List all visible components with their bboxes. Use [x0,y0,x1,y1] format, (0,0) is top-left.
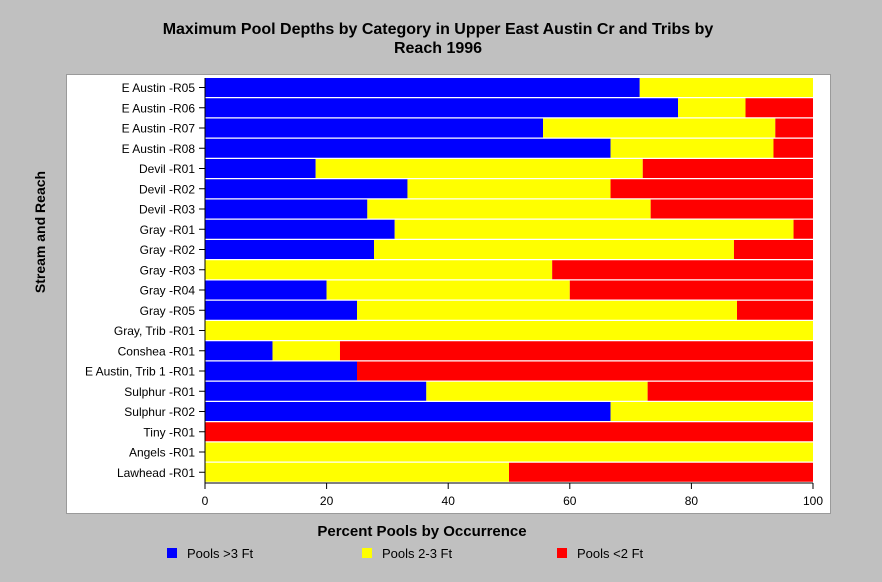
bar-segment-pools-2-3ft [407,179,611,199]
legend-item-pools-2-3ft: Pools 2-3 Ft [362,545,452,561]
x-tick-label: 40 [442,494,456,508]
bar-segment-pools-gt-3ft [205,78,640,97]
bar-segment-pools-gt-3ft [205,341,273,361]
y-tick-label: Gray -R04 [140,284,196,298]
bar-segment-pools-lt-2ft [775,118,813,138]
chart-title-line-1: Maximum Pool Depths by Category in Upper… [162,21,714,38]
bar-segment-pools-gt-3ft [205,118,544,138]
bar-segment-pools-gt-3ft [205,199,368,219]
x-tick-label: 60 [563,494,577,508]
bar-segment-pools-2-3ft [610,138,774,158]
y-tick-label: Gray -R02 [140,243,196,257]
bar-chart: E Austin -R05 E Austin -R06 E Austin -R07 E… [85,78,823,508]
y-tick-label: Gray -R01 [140,223,196,237]
y-tick-label: Lawhead -R01 [117,466,195,480]
bar-segment-pools-2-3ft [374,240,734,259]
bar-segment-pools-gt-3ft [205,98,679,118]
bar-segment-pools-lt-2ft [650,199,813,219]
y-tick-label: Sulphur -R01 [124,385,195,399]
bar-segment-pools-gt-3ft [205,240,375,259]
bar-segment-pools-lt-2ft [793,219,813,239]
legend-item-pools-lt-2ft: Pools <2 Ft [557,545,643,561]
legend-swatch-pools-2-3ft [362,548,372,558]
bar-segment-pools-2-3ft [205,462,509,482]
bar-segment-pools-2-3ft [639,78,813,97]
bar-segment-pools-lt-2ft [569,280,813,300]
bar-segment-pools-2-3ft [205,321,813,340]
bar-segment-pools-lt-2ft [745,98,813,118]
bar-segment-pools-2-3ft [394,219,794,239]
legend-label: Pools >3 Ft [187,545,254,561]
y-axis-label: Stream and Reach [32,170,48,294]
bar-segment-pools-2-3ft [678,98,746,118]
legend-swatch-pools-lt-2ft [557,548,567,558]
y-tick-label: Tiny -R01 [143,425,195,439]
bar-segment-pools-2-3ft [367,199,651,219]
bar-segment-pools-lt-2ft [610,179,813,199]
bar-segment-pools-gt-3ft [205,402,611,421]
bar-segment-pools-gt-3ft [205,361,357,381]
plot-panel: E Austin -R05 E Austin -R06 E Austin -R07 E… [66,74,831,514]
y-tick-label: E Austin -R06 [122,101,196,115]
bar-segment-pools-2-3ft [272,341,340,361]
bar-segment-pools-2-3ft [205,260,553,280]
y-tick-label: E Austin -R08 [122,142,196,156]
chart-title: Maximum Pool Depths by Category in Upper… [0,20,876,58]
y-tick-label: E Austin -R05 [122,81,196,95]
bar-segment-pools-lt-2ft [642,159,813,178]
y-tick-label: Devil -R02 [139,182,195,196]
x-tick-label: 100 [803,494,823,508]
bar-segment-pools-lt-2ft [552,260,813,280]
bar-segment-pools-lt-2ft [509,462,813,482]
x-tick-label: 80 [685,494,699,508]
bar-segment-pools-lt-2ft [737,300,813,320]
bar-segment-pools-lt-2ft [339,341,813,361]
legend-label: Pools <2 Ft [577,545,644,561]
bar-segment-pools-gt-3ft [205,280,327,300]
bar-segment-pools-lt-2ft [205,422,813,442]
x-tick-label: 20 [320,494,334,508]
legend-swatch-pools-gt-3ft [167,548,177,558]
bar-segment-pools-2-3ft [326,280,570,300]
legend-item-pools-gt-3ft: Pools >3 Ft [167,545,253,561]
legend-label: Pools 2-3 Ft [382,545,453,561]
bar-segment-pools-lt-2ft [647,381,813,401]
y-tick-label: E Austin, Trib 1 -R01 [85,365,195,379]
y-tick-label: Angels -R01 [129,446,195,460]
y-tick-label: Devil -R03 [139,203,195,217]
bar-segment-pools-2-3ft [205,442,813,462]
y-tick-label: Sulphur -R02 [124,405,195,419]
bar-segment-pools-gt-3ft [205,159,316,178]
bar-segment-pools-2-3ft [426,381,648,401]
y-tick-label: Gray -R05 [140,304,196,318]
x-tick-label: 0 [202,494,209,508]
x-axis-label: Percent Pools by Occurrence [317,523,527,540]
bar-segment-pools-2-3ft [357,300,737,320]
bar-segment-pools-2-3ft [315,159,643,178]
bar-segment-pools-gt-3ft [205,381,427,401]
bar-segment-pools-lt-2ft [733,240,813,259]
bar-segment-pools-gt-3ft [205,219,395,239]
chart-title-line-2: Reach 1996 [393,40,483,57]
y-tick-label: E Austin -R07 [122,122,196,136]
y-tick-label: Devil -R01 [139,162,195,176]
y-tick-label: Gray, Trib -R01 [114,324,195,338]
bar-segment-pools-gt-3ft [205,138,611,158]
bar-segment-pools-lt-2ft [357,361,813,381]
bar-segment-pools-2-3ft [543,118,776,138]
bar-segment-pools-gt-3ft [205,300,357,320]
y-tick-label: Gray -R03 [140,263,196,277]
bar-segment-pools-lt-2ft [773,138,813,158]
y-tick-label: Conshea -R01 [118,344,196,358]
bar-segment-pools-2-3ft [610,402,813,421]
bar-segment-pools-gt-3ft [205,179,408,199]
